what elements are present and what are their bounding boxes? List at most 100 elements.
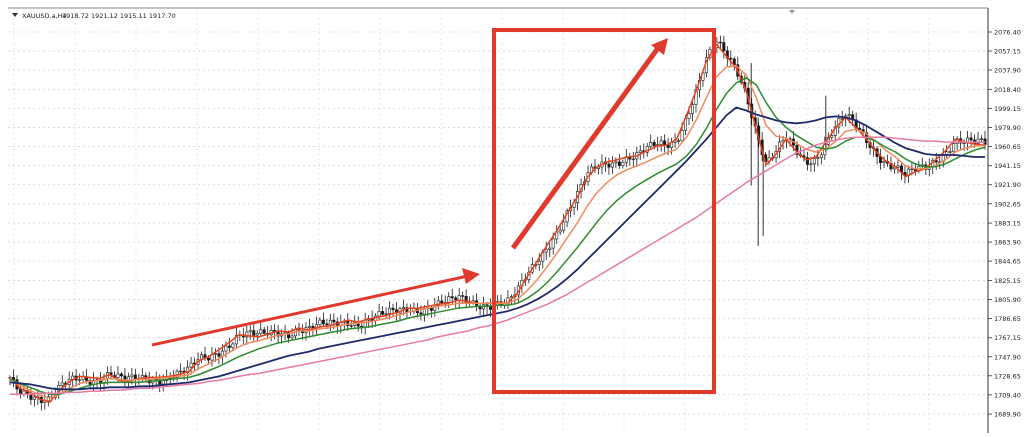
candle-body	[116, 373, 120, 378]
candle-body	[189, 362, 193, 368]
candle-body	[450, 296, 454, 299]
candle-body	[224, 345, 228, 352]
price-tick-label: 1960.65	[994, 143, 1021, 151]
price-tick-label: 1689.90	[994, 411, 1021, 419]
candle-body	[78, 379, 82, 381]
candle-body	[548, 247, 552, 250]
candle-body	[454, 297, 458, 301]
candle-body	[60, 382, 64, 386]
candle-body	[722, 42, 726, 52]
candle-body	[245, 331, 249, 338]
candle-body	[206, 357, 210, 361]
candle-body	[18, 388, 22, 395]
candle-body	[307, 326, 311, 328]
candle-body	[255, 333, 259, 336]
candle-body	[617, 161, 621, 166]
series-layer	[9, 43, 986, 403]
candle-body	[980, 138, 984, 140]
candle-body	[217, 353, 221, 357]
series-line-3	[9, 77, 986, 395]
trend-arrow-right-shaft	[510, 46, 661, 250]
candle-body	[391, 307, 395, 311]
candle-body	[231, 343, 235, 348]
annotation-layer	[151, 28, 716, 394]
candle-body	[248, 330, 252, 333]
candle-body	[729, 57, 733, 60]
price-tick-label: 2076.40	[994, 29, 1021, 37]
candle-body	[659, 140, 663, 145]
candle-body	[596, 166, 600, 169]
candle-body	[478, 306, 482, 310]
candle-body	[969, 137, 973, 141]
candle-body	[464, 296, 468, 303]
symbol-label: XAUUSD.a,H4	[22, 12, 67, 20]
candle-body	[962, 142, 966, 145]
price-tick-label: 1709.40	[994, 391, 1021, 399]
candle-body	[213, 353, 217, 355]
candle-body	[130, 374, 134, 378]
candle-body	[614, 161, 618, 164]
candle-body	[663, 140, 667, 145]
candle-body	[227, 345, 231, 348]
collapse-triangle-icon[interactable]	[12, 13, 18, 17]
price-tick-label: 1805.90	[994, 296, 1021, 304]
candle-body	[328, 319, 332, 326]
candle-body	[976, 138, 980, 144]
price-tick-label: 1747.90	[994, 353, 1021, 361]
candle-body	[381, 311, 385, 315]
candle-body	[809, 163, 813, 165]
price-tick-label: 2057.15	[994, 48, 1021, 56]
candle-body	[558, 229, 562, 233]
candle-body	[22, 390, 26, 395]
candle-body	[680, 130, 684, 142]
ohlc-values: 1918.72 1921.12 1915.11 1917.70	[62, 12, 176, 20]
candle-body	[955, 138, 959, 144]
price-tick-label: 1921.90	[994, 181, 1021, 189]
candle-body	[363, 319, 367, 328]
price-tick-label: 2018.40	[994, 86, 1021, 94]
price-tick-label: 1883.15	[994, 220, 1021, 228]
candle-body	[119, 373, 123, 377]
price-tick-label: 2037.90	[994, 67, 1021, 75]
trend-arrow-right-head	[651, 38, 668, 55]
series-line-5	[10, 136, 985, 395]
candle-body	[910, 168, 914, 171]
price-tick-label: 1728.65	[994, 372, 1021, 380]
candle-body	[621, 161, 625, 166]
series-line-4	[9, 106, 985, 391]
candle-body	[816, 157, 820, 159]
trend-arrow-left-head	[462, 268, 480, 284]
candle-body	[321, 319, 325, 325]
price-tick-label: 1902.65	[994, 200, 1021, 208]
candle-body	[690, 104, 694, 114]
candle-body	[677, 140, 681, 142]
candle-body	[262, 329, 266, 334]
candle-body	[29, 394, 33, 400]
candle-body	[882, 161, 886, 163]
candle-body	[325, 323, 329, 326]
price-tick-label: 1767.15	[994, 334, 1021, 342]
series-line-2	[9, 65, 986, 399]
candle-body	[161, 380, 165, 385]
candle-body	[419, 312, 423, 315]
candle-body	[179, 370, 183, 373]
candle-body	[687, 113, 691, 120]
candle-body	[551, 238, 555, 249]
candle-body	[819, 154, 823, 158]
candle-body	[349, 325, 353, 327]
period-separator-marker	[789, 10, 795, 14]
candle-body	[401, 307, 405, 310]
candle-body	[892, 166, 896, 170]
price-tick-label: 1825.15	[994, 277, 1021, 285]
candle-body	[934, 160, 938, 163]
price-tick-label: 1941.15	[994, 162, 1021, 170]
series-line-1	[9, 43, 986, 403]
candle-body	[638, 150, 642, 153]
candle-body	[384, 313, 388, 315]
candle-body	[562, 221, 566, 231]
candle-body	[158, 379, 162, 385]
candle-body	[318, 319, 322, 325]
